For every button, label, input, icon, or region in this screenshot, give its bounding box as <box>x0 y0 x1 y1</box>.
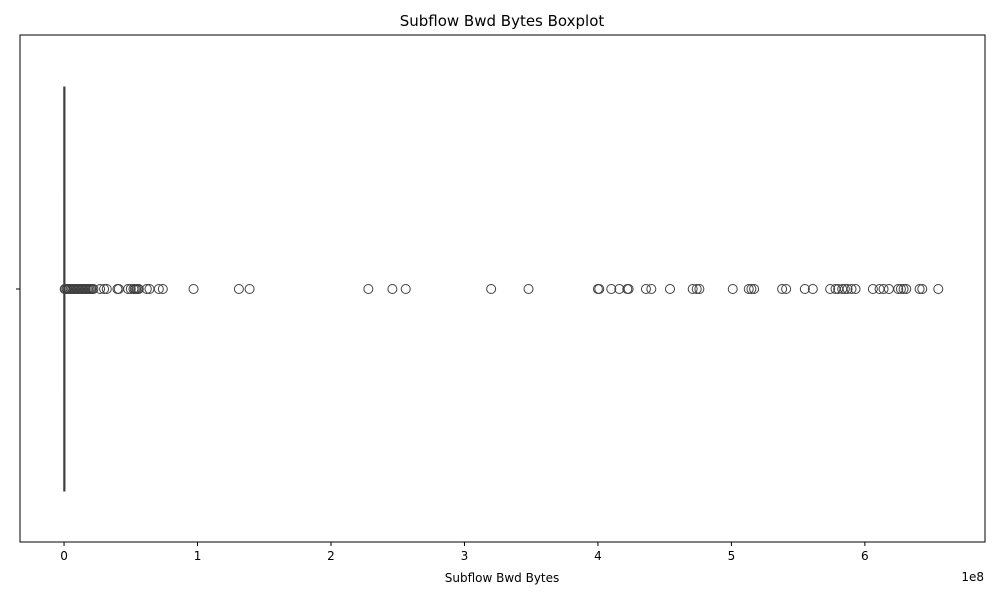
outlier-point <box>640 284 651 294</box>
outlier-point <box>893 284 904 294</box>
outlier-point <box>387 284 398 294</box>
x-axis-label: Subflow Bwd Bytes <box>445 571 560 585</box>
outlier-point <box>846 284 857 294</box>
outlier-point <box>88 284 99 294</box>
outlier-point <box>523 284 534 294</box>
outlier-point <box>727 284 738 294</box>
outlier-point <box>799 284 810 294</box>
outlier-point <box>95 284 106 294</box>
outlier-point <box>687 284 698 294</box>
outlier-point <box>825 284 836 294</box>
x-tick-label: 5 <box>728 549 736 563</box>
x-axis-offset-label: 1e8 <box>961 570 984 584</box>
outlier-point <box>244 284 255 294</box>
outlier-point <box>807 284 818 294</box>
x-tick-label: 0 <box>60 549 68 563</box>
outlier-point <box>895 284 906 294</box>
outliers-group <box>59 284 944 294</box>
outlier-point <box>842 284 853 294</box>
outlier-point <box>101 284 112 294</box>
x-tick-label: 1 <box>194 549 202 563</box>
outlier-point <box>898 284 909 294</box>
outlier-point <box>133 284 144 294</box>
x-tick-label: 2 <box>327 549 335 563</box>
outlier-point <box>691 284 702 294</box>
outlier-point <box>850 284 861 294</box>
outlier-point <box>400 284 411 294</box>
x-tick-label: 3 <box>461 549 469 563</box>
outlier-point <box>665 284 676 294</box>
outlier-point <box>623 284 634 294</box>
outlier-point <box>486 284 497 294</box>
outlier-point <box>839 284 850 294</box>
outlier-point <box>646 284 657 294</box>
outlier-point <box>743 284 754 294</box>
outlier-point <box>99 284 110 294</box>
outlier-point <box>749 284 760 294</box>
chart-title: Subflow Bwd Bytes Boxplot <box>400 12 605 30</box>
outlier-point <box>606 284 617 294</box>
outlier-point <box>901 284 912 294</box>
outlier-point <box>157 284 168 294</box>
outlier-point <box>781 284 792 294</box>
outlier-point <box>914 284 925 294</box>
outlier-point <box>878 284 889 294</box>
x-tick-label: 4 <box>594 549 602 563</box>
outlier-point <box>867 284 878 294</box>
outlier-point <box>363 284 374 294</box>
outlier-point <box>233 284 244 294</box>
outlier-point <box>141 284 152 294</box>
outlier-point <box>883 284 894 294</box>
x-tick-label: 6 <box>861 549 869 563</box>
outlier-point <box>777 284 788 294</box>
outlier-point <box>188 284 199 294</box>
outlier-point <box>746 284 757 294</box>
outlier-point <box>933 284 944 294</box>
outlier-point <box>594 284 605 294</box>
outlier-point <box>125 284 136 294</box>
x-axis-ticks: 0 1 2 3 4 5 6 <box>60 542 869 563</box>
outlier-point <box>694 284 705 294</box>
outlier-point <box>917 284 928 294</box>
outlier-point <box>153 284 164 294</box>
